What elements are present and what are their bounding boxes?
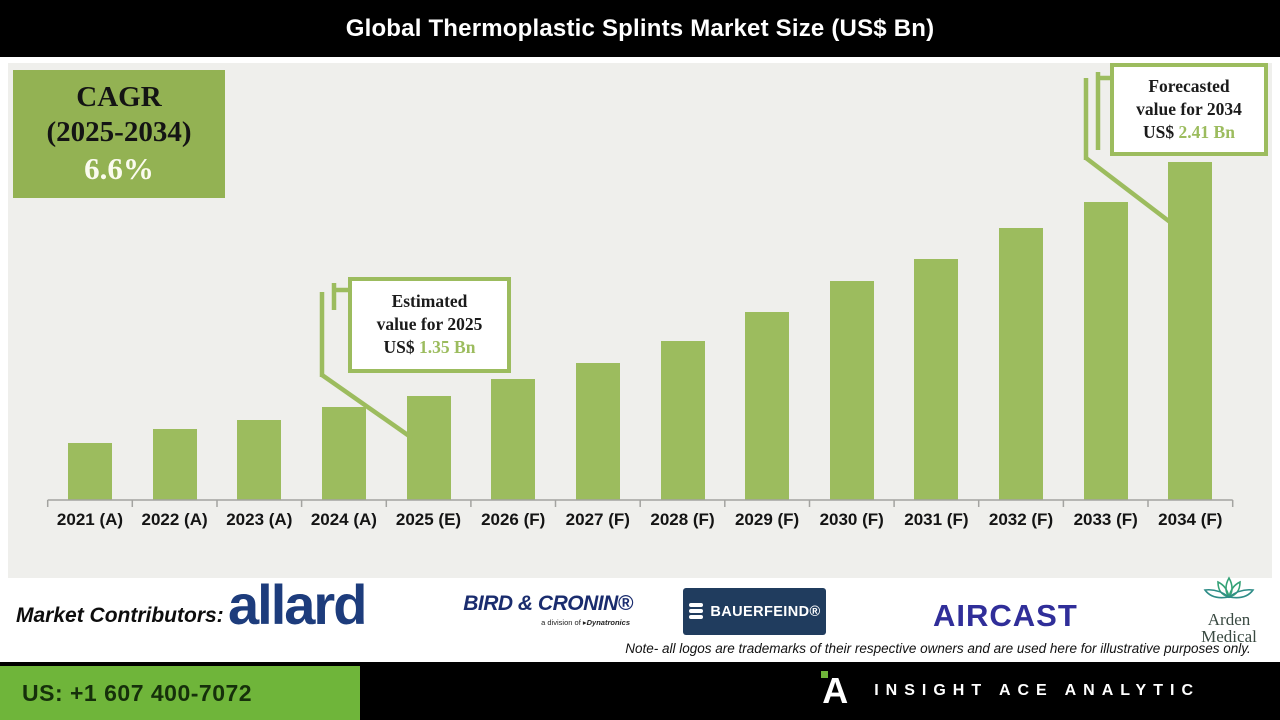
- dynatronics-icon: ▸: [582, 618, 587, 627]
- footer-bar: US: +1 607 400-7072 A INSIGHT ACE ANALYT…: [0, 662, 1280, 720]
- phone-number: US: +1 607 400-7072: [22, 679, 253, 706]
- allard-logo: allard: [228, 573, 367, 636]
- estimated-line2: value for 2025: [376, 314, 483, 335]
- x-axis-label-2033: 2033 (F): [1073, 510, 1138, 529]
- bar-2021: [68, 443, 112, 500]
- bar-2026: [491, 379, 536, 500]
- forecasted-line2: value for 2034: [1136, 99, 1242, 120]
- page-title: Global Thermoplastic Splints Market Size…: [345, 14, 935, 42]
- forecasted-value-callout: Forecasted value for 2034 US$ 2.41 Bn: [1110, 63, 1268, 156]
- x-axis-label-2025: 2025 (E): [395, 510, 462, 529]
- estimated-value-line: US$ 1.35 Bn: [383, 337, 476, 358]
- bar-2023: [237, 420, 282, 500]
- chart-area: CAGR (2025-2034) 6.6% 2021 (A) 2022 (A) 20…: [8, 63, 1272, 579]
- x-axis-label-2032: 2032 (F): [988, 510, 1054, 529]
- lotus-icon: [1203, 576, 1255, 599]
- bar-2022: [152, 429, 197, 500]
- title-bar: Global Thermoplastic Splints Market Size…: [0, 0, 1280, 57]
- trademark-note: Note- all logos are trademarks of their …: [625, 641, 1251, 656]
- x-axis-label-2029: 2029 (F): [734, 510, 800, 529]
- bar-2032: [999, 228, 1043, 500]
- forecasted-value: 2.41 Bn: [1178, 122, 1235, 143]
- forecasted-value-line: US$ 2.41 Bn: [1143, 122, 1235, 143]
- x-axis-label-2023: 2023 (A): [226, 510, 293, 529]
- cagr-label-line1: CAGR: [76, 81, 162, 113]
- estimated-line1: Estimated: [391, 291, 468, 311]
- x-axis-label-2026: 2026 (F): [481, 510, 546, 529]
- insightace-logo-icon: A: [821, 670, 849, 711]
- bar-2031: [914, 259, 959, 500]
- insightace-brand: A INSIGHT ACE ANALYTIC: [818, 662, 1200, 720]
- phone-box: US: +1 607 400-7072: [0, 666, 360, 720]
- bar-2027: [575, 363, 620, 500]
- x-axis-label-2030: 2030 (F): [819, 510, 884, 529]
- bar-2030: [829, 281, 874, 500]
- bar-2029: [745, 312, 790, 500]
- cagr-label-line2: (2025-2034): [46, 115, 192, 148]
- bar-2024: [321, 407, 366, 500]
- x-axis-label-2028: 2028 (F): [650, 510, 715, 529]
- x-axis-label-2021: 2021 (A): [56, 510, 124, 529]
- bauerfeind-icon: [689, 603, 704, 619]
- insightace-brand-name: INSIGHT ACE ANALYTIC: [874, 682, 1200, 699]
- x-axis-label-2034: 2034 (F): [1158, 510, 1223, 529]
- cagr-value: 6.6%: [84, 150, 154, 186]
- estimated-value: 1.35 Bn: [419, 337, 476, 358]
- estimated-value-callout: Estimated value for 2025 US$ 1.35 Bn: [348, 277, 511, 373]
- bird-cronin-logo: BIRD & CRONIN® a division of ▸Dynatronic…: [463, 592, 633, 627]
- x-axis-label-2027: 2027 (F): [565, 510, 630, 529]
- market-contributors-strip: Market Contributors: allard BIRD & CRONI…: [0, 574, 1280, 662]
- forecasted-line1: Forecasted: [1148, 76, 1230, 96]
- bauerfeind-logo: BAUERFEIND®: [683, 588, 826, 635]
- x-axis-label-2031: 2031 (F): [904, 510, 969, 529]
- bar-2034: [1168, 162, 1213, 500]
- bar-2028: [660, 341, 705, 500]
- aircast-logo: AIRCAST: [933, 598, 1078, 633]
- arden-medical-logo: Arden Medical: [1184, 576, 1274, 645]
- bar-2025: [406, 396, 451, 500]
- bar-2033: [1083, 202, 1128, 500]
- x-axis-label-2022: 2022 (A): [141, 510, 208, 529]
- cagr-badge: CAGR (2025-2034) 6.6%: [13, 70, 225, 198]
- x-axis-label-2024: 2024 (A): [310, 510, 377, 529]
- market-contributors-label: Market Contributors:: [16, 604, 224, 627]
